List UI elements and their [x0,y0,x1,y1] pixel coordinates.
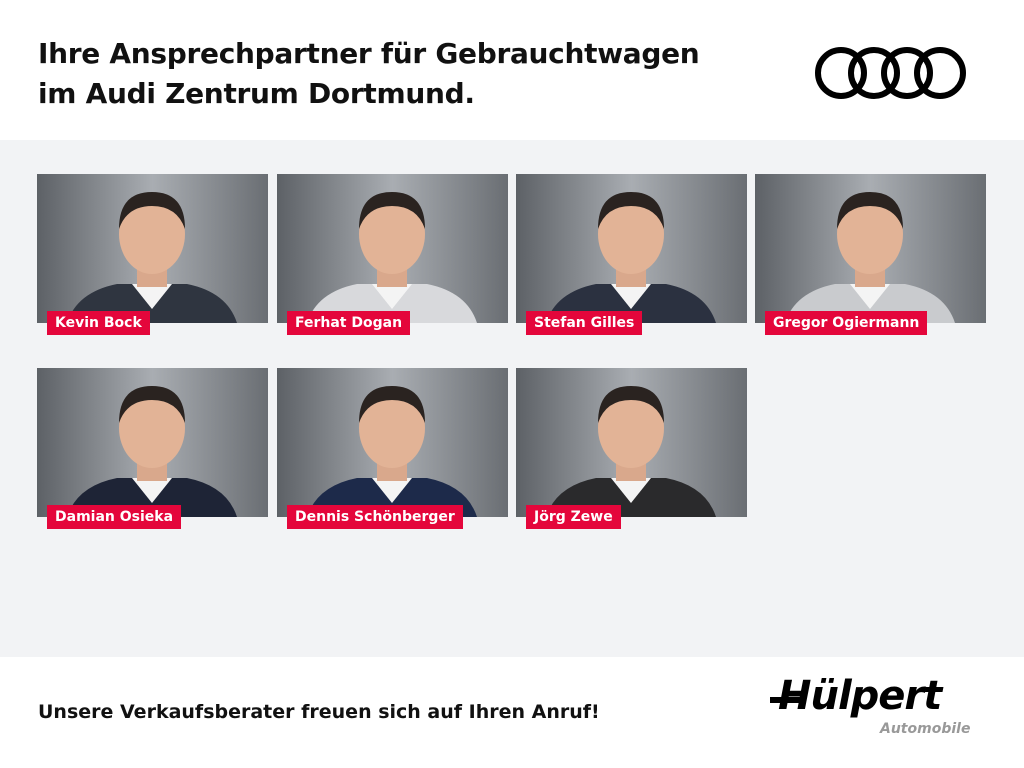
logo-sub: Automobile [880,721,971,737]
contact-photo [755,174,986,323]
contact-photo [277,174,508,323]
contact-card: Stefan Gilles [516,174,747,335]
contact-name: Dennis Schönberger [287,505,463,529]
contact-card: Dennis Schönberger [277,368,508,529]
logo-bar [770,697,806,703]
contact-name: Jörg Zewe [526,505,621,529]
title-line-1: Ihre Ansprechpartner für Gebrauchtwagen [38,37,700,70]
contact-card: Damian Osieka [37,368,268,529]
contact-name: Damian Osieka [47,505,182,529]
contact-name: Kevin Bock [47,311,150,335]
contact-photo [516,174,747,323]
footer: Unsere Verkaufsberater freuen sich auf I… [0,657,1024,768]
contact-card: Jörg Zewe [516,368,747,529]
contact-card: Ferhat Dogan [277,174,508,335]
page-title: Ihre Ansprechpartner für Gebrauchtwagen … [38,34,700,114]
contact-name: Gregor Ogiermann [765,311,928,335]
contact-photo [37,368,268,517]
title-line-2: im Audi Zentrum Dortmund. [38,77,475,110]
footer-slogan: Unsere Verkaufsberater freuen sich auf I… [38,701,600,723]
audi-logo [815,47,966,99]
huelpert-logo: Hülpert Automobile [770,673,990,743]
contact-name: Stefan Gilles [526,311,643,335]
contact-photo [277,368,508,517]
contact-card: Gregor Ogiermann [755,174,986,335]
contact-photo [37,174,268,323]
contacts-grid: Kevin Bock Ferhat Dogan Stefan Gilles Gr… [0,140,1024,657]
contact-card: Kevin Bock [37,174,268,335]
logo-main: Hülpert [778,673,942,719]
contact-name: Ferhat Dogan [287,311,411,335]
header: Ihre Ansprechpartner für Gebrauchtwagen … [0,0,1024,140]
contact-photo [516,368,747,517]
